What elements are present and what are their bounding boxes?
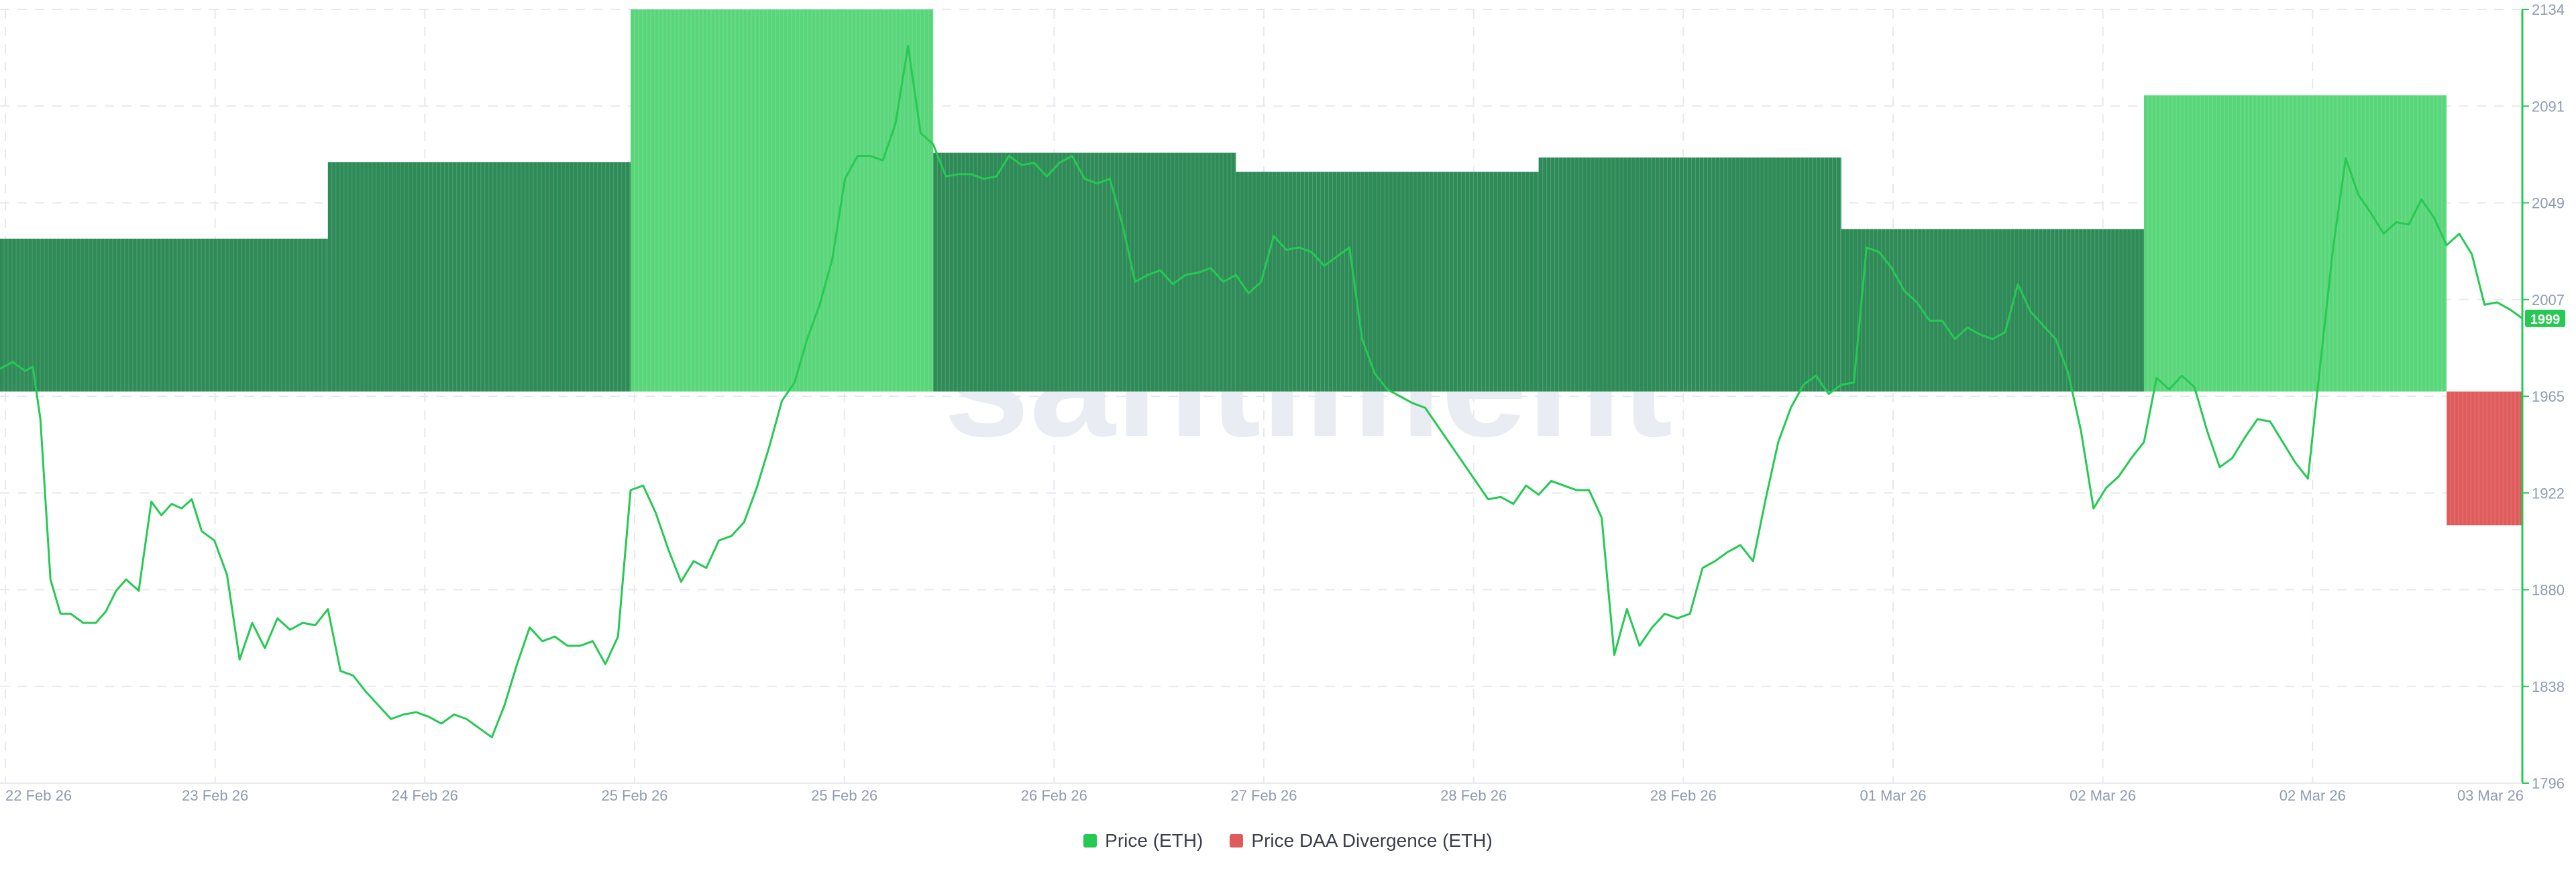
- x-tick-label: 28 Feb 26: [1440, 787, 1507, 804]
- price-line-group: [0, 45, 2523, 739]
- x-tick-label: 02 Mar 26: [2279, 787, 2346, 804]
- divergence-bar: [1236, 172, 1539, 392]
- divergence-bar: [1841, 229, 2144, 392]
- x-tick-label: 28 Feb 26: [1650, 787, 1717, 804]
- legend-item-divergence[interactable]: Price DAA Divergence (ETH): [1230, 830, 1493, 852]
- divergence-bar: [2144, 95, 2447, 392]
- price-line: [0, 45, 2523, 739]
- x-tick-label: 01 Mar 26: [1860, 787, 1926, 804]
- x-tick-label: 22 Feb 26: [5, 787, 72, 804]
- current-price-badge-bg: [2525, 309, 2565, 327]
- divergence-bar: [2447, 391, 2522, 526]
- x-tick-label: 25 Feb 26: [601, 787, 667, 804]
- x-tick-label: 25 Feb 26: [811, 787, 877, 804]
- y-tick-label: 1965: [2532, 388, 2565, 405]
- x-tick-label: 26 Feb 26: [1021, 787, 1087, 804]
- legend-item-price[interactable]: Price (ETH): [1083, 830, 1203, 852]
- y-tick-label: 1838: [2532, 679, 2565, 695]
- legend-swatch-price: [1083, 834, 1097, 848]
- y-tick-label: 1880: [2532, 582, 2565, 599]
- legend: Price (ETH) Price DAA Divergence (ETH): [0, 830, 2576, 852]
- divergence-bar: [1538, 157, 1841, 392]
- y-tick-label: 1922: [2532, 485, 2565, 502]
- x-tick-label: 02 Mar 26: [2070, 787, 2136, 804]
- y-tick-label: 2049: [2532, 195, 2565, 212]
- current-price-badge: 1999: [2525, 309, 2565, 327]
- divergence-bars: [0, 9, 2522, 526]
- x-tick-label: 03 Mar 26: [2457, 787, 2524, 804]
- y-tick-label: 2134: [2532, 1, 2565, 18]
- legend-label-price: Price (ETH): [1105, 830, 1203, 851]
- current-price-label: 1999: [2530, 312, 2561, 327]
- legend-label-divergence: Price DAA Divergence (ETH): [1251, 830, 1493, 851]
- x-tick-label: 24 Feb 26: [392, 787, 458, 804]
- x-tick-label: 23 Feb 26: [182, 787, 248, 804]
- y-tick-label: 2007: [2532, 292, 2565, 308]
- y-axis: 2134 2091 2049 2007 1965 1922 1880 1838 1796: [2521, 1, 2565, 792]
- x-tick-label: 27 Feb 26: [1230, 787, 1297, 804]
- x-axis: 22 Feb 26 23 Feb 26 24 Feb 26 25 Feb 26 25 F…: [0, 782, 2524, 804]
- legend-swatch-divergence: [1230, 834, 1244, 848]
- divergence-bar: [0, 238, 328, 392]
- divergence-bar: [631, 9, 934, 392]
- divergence-bar: [327, 162, 631, 392]
- divergence-bar: [933, 152, 1236, 392]
- y-tick-label: 2091: [2532, 98, 2565, 115]
- y-tick-label: 1796: [2532, 775, 2565, 792]
